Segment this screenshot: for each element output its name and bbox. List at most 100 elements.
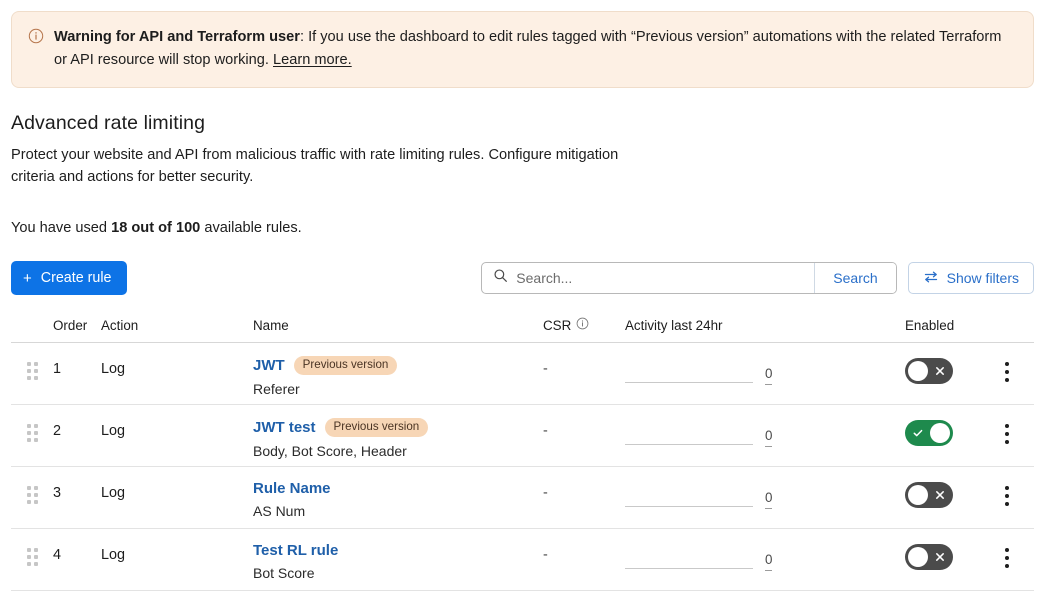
rule-fields-subtitle: AS Num xyxy=(253,503,306,519)
row-order: 4 xyxy=(53,547,62,563)
row-order: 3 xyxy=(53,485,62,501)
quota-suffix: available rules. xyxy=(200,220,302,236)
search-button[interactable]: Search xyxy=(814,263,896,293)
enabled-toggle[interactable] xyxy=(905,544,953,570)
row-csr-value: - xyxy=(543,547,548,563)
page-title: Advanced rate limiting xyxy=(11,112,206,135)
enabled-toggle[interactable] xyxy=(905,482,953,508)
row-csr: - xyxy=(543,405,625,439)
page-description: Protect your website and API from malici… xyxy=(11,147,619,186)
drag-handle[interactable] xyxy=(11,343,53,380)
rules-table: Order Action Name CSR Activity last 24hr… xyxy=(11,317,1034,591)
create-rule-button[interactable]: + Create rule xyxy=(11,261,127,295)
drag-handle[interactable] xyxy=(11,405,53,442)
row-enabled xyxy=(905,529,985,570)
header-enabled: Enabled xyxy=(905,317,955,333)
activity-value[interactable]: 0 xyxy=(765,490,773,509)
toggle-knob xyxy=(908,361,928,381)
close-icon xyxy=(929,482,951,508)
row-csr-value: - xyxy=(543,361,548,377)
activity-value[interactable]: 0 xyxy=(765,428,773,447)
table-body: 1 Log JWT Previous version Referer - 0 2 Log JWT … xyxy=(11,343,1034,591)
more-options-icon xyxy=(1005,529,1009,568)
rule-fields-subtitle: Referer xyxy=(253,380,300,397)
row-menu[interactable] xyxy=(985,529,1029,568)
rule-fields-subtitle: Body, Bot Score, Header xyxy=(253,442,407,459)
row-csr: - xyxy=(543,343,625,377)
rule-fields-subtitle: Bot Score xyxy=(253,565,315,581)
row-action: Log xyxy=(101,423,126,439)
warning-banner: Warning for API and Terraform user: If y… xyxy=(11,11,1034,89)
activity-value[interactable]: 0 xyxy=(765,552,773,571)
previous-version-badge: Previous version xyxy=(293,356,398,375)
rules-toolbar: + Create rule Search xyxy=(11,261,1034,295)
more-options-icon xyxy=(1005,343,1009,382)
plus-icon: + xyxy=(23,269,32,287)
header-csr: CSR xyxy=(543,317,572,333)
row-enabled xyxy=(905,405,985,446)
quota-prefix: You have used xyxy=(11,220,112,236)
csr-info-icon[interactable] xyxy=(576,317,589,333)
create-rule-label: Create rule xyxy=(40,270,112,286)
row-csr-value: - xyxy=(543,423,548,439)
row-menu[interactable] xyxy=(985,343,1029,382)
rule-name-link[interactable]: JWT xyxy=(253,356,285,374)
header-activity: Activity last 24hr xyxy=(625,317,723,333)
table-header-row: Order Action Name CSR Activity last 24hr… xyxy=(11,317,1034,343)
rule-name-link[interactable]: Test RL rule xyxy=(253,542,339,559)
search-field[interactable] xyxy=(482,263,814,293)
drag-handle[interactable] xyxy=(11,529,53,566)
activity-sparkline xyxy=(625,357,753,385)
page-header: Advanced rate limiting Protect your webs… xyxy=(0,88,1045,236)
row-action: Log xyxy=(101,547,126,563)
search-input[interactable] xyxy=(516,270,805,286)
toggle-knob xyxy=(930,423,950,443)
table-row: 3 Log Rule Name AS Num - 0 xyxy=(11,467,1034,529)
activity-value[interactable]: 0 xyxy=(765,366,773,385)
warning-banner-strong: Warning for API and Terraform user xyxy=(54,29,300,45)
row-menu[interactable] xyxy=(985,405,1029,444)
warning-banner-text: Warning for API and Terraform user: If y… xyxy=(54,26,1017,71)
row-activity: 0 xyxy=(625,343,905,385)
header-action: Action xyxy=(101,317,139,333)
row-csr: - xyxy=(543,529,625,563)
row-action: Log xyxy=(101,485,126,501)
swap-arrows-icon xyxy=(923,269,939,288)
enabled-toggle[interactable] xyxy=(905,420,953,446)
close-icon xyxy=(929,358,951,384)
row-enabled xyxy=(905,343,985,384)
row-name-cell: Test RL rule Bot Score xyxy=(253,529,543,581)
row-name-cell: JWT test Previous version Body, Bot Score,… xyxy=(253,405,543,459)
table-row: 4 Log Test RL rule Bot Score - 0 xyxy=(11,529,1034,591)
learn-more-link[interactable]: Learn more. xyxy=(273,51,352,68)
rule-name-link[interactable]: JWT test xyxy=(253,418,316,436)
close-icon xyxy=(929,544,951,570)
info-circle-icon xyxy=(28,28,44,44)
activity-sparkline xyxy=(625,481,753,509)
row-name-cell: JWT Previous version Referer xyxy=(253,343,543,397)
toggle-knob xyxy=(908,547,928,567)
row-csr: - xyxy=(543,467,625,501)
previous-version-badge: Previous version xyxy=(324,418,429,437)
enabled-toggle[interactable] xyxy=(905,358,953,384)
show-filters-button[interactable]: Show filters xyxy=(907,262,1034,294)
search-icon xyxy=(493,268,508,288)
row-csr-value: - xyxy=(543,485,548,501)
rule-name-link[interactable]: Rule Name xyxy=(253,480,331,497)
more-options-icon xyxy=(1005,467,1009,506)
header-order: Order xyxy=(53,317,88,333)
toggle-knob xyxy=(908,485,928,505)
row-action: Log xyxy=(101,361,126,377)
table-row: 2 Log JWT test Previous version Body, Bot Sc… xyxy=(11,405,1034,467)
warning-banner-body: : If you use the dashboard to edit rules… xyxy=(54,29,1002,68)
row-activity: 0 xyxy=(625,529,905,571)
more-options-icon xyxy=(1005,405,1009,444)
drag-handle[interactable] xyxy=(11,467,53,504)
row-menu[interactable] xyxy=(985,467,1029,506)
row-order: 1 xyxy=(53,361,62,377)
toolbar-right-group: Search Show filters xyxy=(481,262,1034,294)
row-activity: 0 xyxy=(625,467,905,509)
row-order: 2 xyxy=(53,423,62,439)
activity-sparkline xyxy=(625,419,753,447)
row-name-cell: Rule Name AS Num xyxy=(253,467,543,519)
